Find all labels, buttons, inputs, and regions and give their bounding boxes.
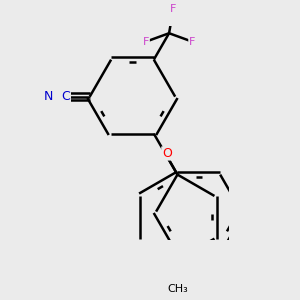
Text: CH₃: CH₃ (167, 284, 188, 294)
Text: F: F (143, 37, 149, 46)
Text: N: N (44, 90, 53, 103)
Text: O: O (162, 147, 172, 160)
Text: C: C (61, 90, 70, 103)
Text: F: F (170, 4, 176, 14)
Text: F: F (189, 37, 195, 46)
